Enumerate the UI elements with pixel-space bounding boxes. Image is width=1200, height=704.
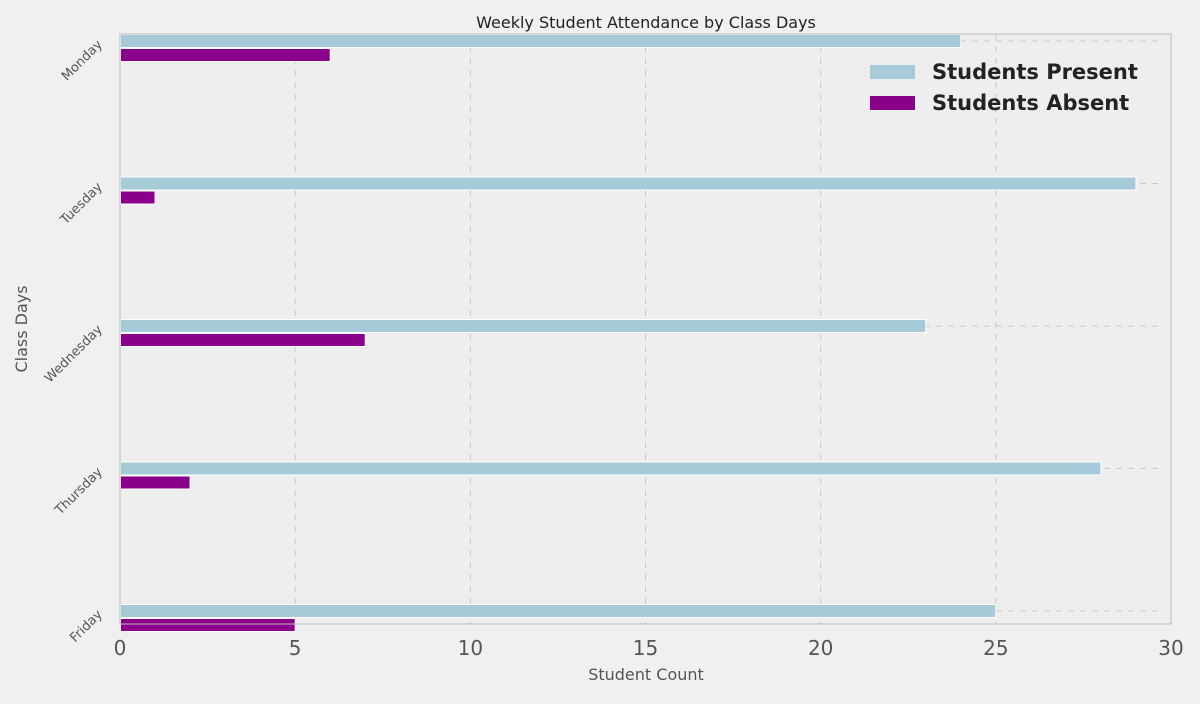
legend: Students Present Students Absent xyxy=(870,60,1138,115)
legend-label-students-absent: Students Absent xyxy=(932,91,1129,115)
legend-label-students-present: Students Present xyxy=(932,60,1138,84)
x-axis-ticks: 0 5 10 15 20 25 30 xyxy=(114,636,1184,660)
bars xyxy=(120,34,1137,632)
bar-students-present-thursday xyxy=(120,461,1102,476)
y-axis-label: Class Days xyxy=(12,285,31,372)
bar-students-absent-tuesday xyxy=(120,190,156,205)
x-tick-label-30: 30 xyxy=(1158,636,1183,660)
bar-students-absent-wednesday xyxy=(120,333,366,347)
y-tick-label-wednesday: Wednesday xyxy=(42,322,106,386)
x-tick-label-0: 0 xyxy=(114,636,127,660)
plot-frame xyxy=(119,33,1172,625)
bar-students-present-wednesday xyxy=(120,319,927,333)
bar-students-absent-thursday xyxy=(120,475,191,490)
chart-title: Weekly Student Attendance by Class Days xyxy=(476,13,816,32)
x-tick-label-20: 20 xyxy=(808,636,833,660)
x-tick-label-15: 15 xyxy=(633,636,658,660)
y-tick-label-thursday: Thursday xyxy=(52,465,106,519)
y-tick-label-friday: Friday xyxy=(67,607,106,646)
x-tick-label-10: 10 xyxy=(458,636,483,660)
bar-students-absent-monday xyxy=(120,48,331,62)
y-axis-ticks: Monday Tuesday Wednesday Thursday Friday xyxy=(42,37,106,646)
y-tick-label-monday: Monday xyxy=(59,37,106,84)
legend-swatch-students-present xyxy=(870,65,915,79)
x-tick-label-5: 5 xyxy=(289,636,302,660)
bar-students-present-friday xyxy=(120,604,997,618)
bar-students-present-tuesday xyxy=(120,176,1137,191)
bar-students-absent-friday xyxy=(120,618,296,632)
legend-swatch-students-absent xyxy=(870,96,915,110)
x-axis-label: Student Count xyxy=(588,665,704,684)
bar-students-present-monday xyxy=(120,34,962,48)
y-tick-label-tuesday: Tuesday xyxy=(57,180,106,229)
x-tick-label-25: 25 xyxy=(983,636,1008,660)
